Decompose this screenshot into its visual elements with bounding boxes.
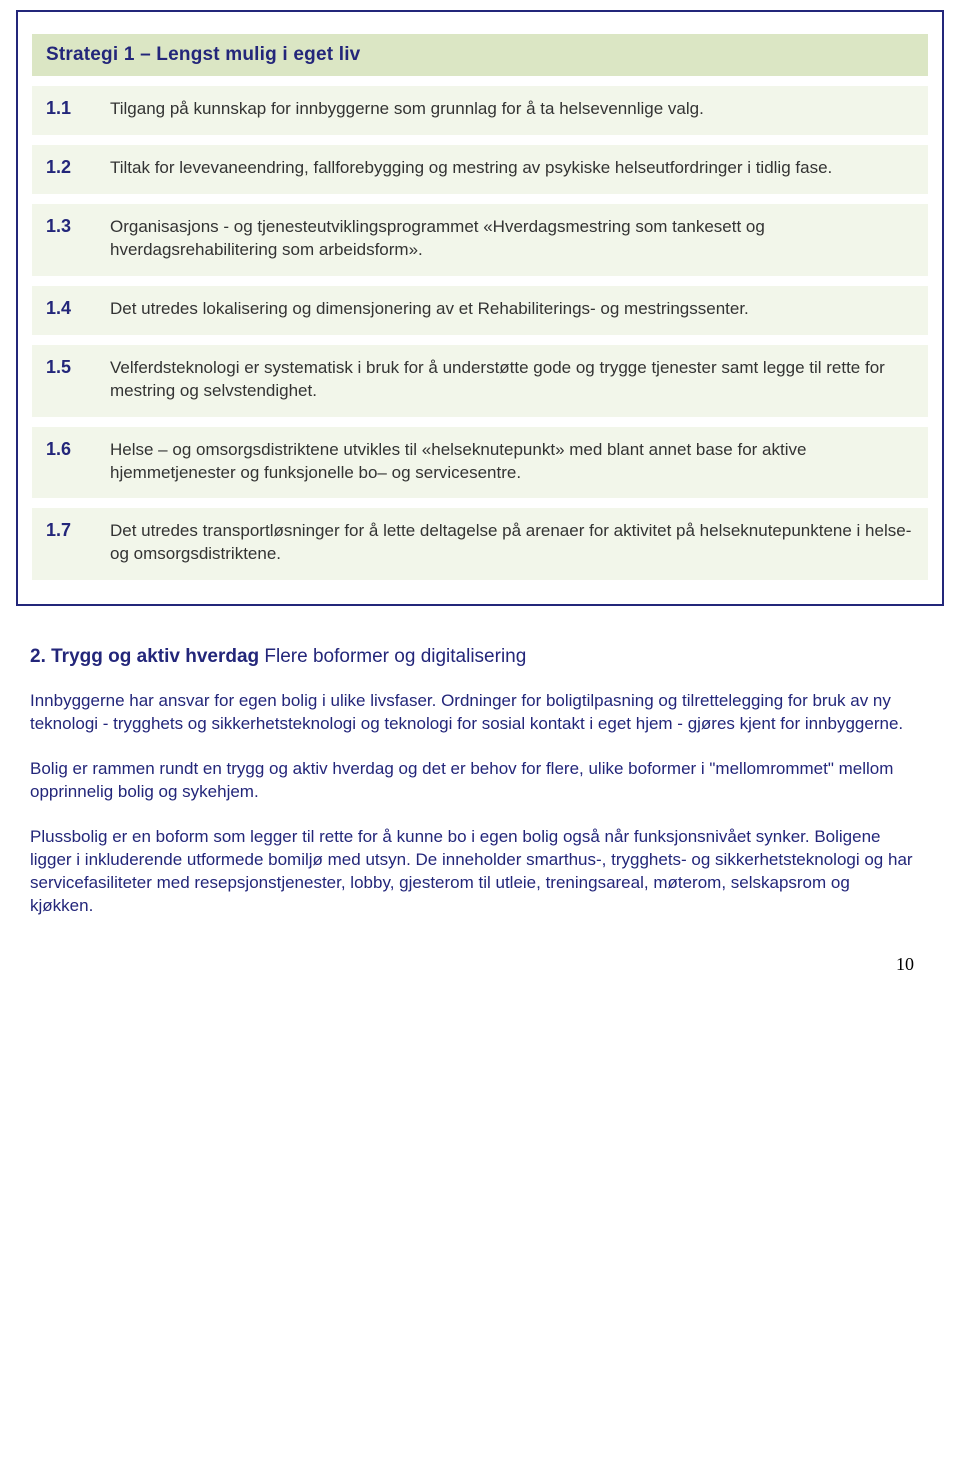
row-number: 1.5: [32, 345, 96, 417]
strategy-box: Strategi 1 – Lengst mulig i eget liv 1.1…: [16, 10, 944, 606]
row-number: 1.6: [32, 427, 96, 499]
table-row: 1.3 Organisasjons - og tjenesteutvikling…: [32, 204, 928, 276]
strategy-table: Strategi 1 – Lengst mulig i eget liv 1.1…: [32, 24, 928, 590]
row-text: Velferdsteknologi er systematisk i bruk …: [96, 345, 928, 417]
table-row: 1.6 Helse – og omsorgsdistriktene utvikl…: [32, 427, 928, 499]
table-row: 1.5 Velferdsteknologi er systematisk i b…: [32, 345, 928, 417]
body-paragraph: Bolig er rammen rundt en trygg og aktiv …: [30, 758, 916, 804]
body-paragraph: Innbyggerne har ansvar for egen bolig i …: [30, 690, 916, 736]
table-row: 1.4 Det utredes lokalisering og dimensjo…: [32, 286, 928, 335]
row-text: Tiltak for levevaneendring, fallforebygg…: [96, 145, 928, 194]
table-row: 1.7 Det utredes transportløsninger for å…: [32, 508, 928, 580]
row-number: 1.1: [32, 86, 96, 135]
row-number: 1.3: [32, 204, 96, 276]
page-number: 10: [0, 954, 914, 975]
section-title-bold: 2. Trygg og aktiv hverdag: [30, 646, 259, 667]
table-row: 1.1 Tilgang på kunnskap for innbyggerne …: [32, 86, 928, 135]
row-text: Det utredes transportløsninger for å let…: [96, 508, 928, 580]
table-row: 1.2 Tiltak for levevaneendring, fallfore…: [32, 145, 928, 194]
row-text: Helse – og omsorgsdistriktene utvikles t…: [96, 427, 928, 499]
row-text: Det utredes lokalisering og dimensjoneri…: [96, 286, 928, 335]
section-title-rest: Flere boformer og digitalisering: [259, 646, 526, 667]
row-number: 1.4: [32, 286, 96, 335]
body-paragraph: Plussbolig er en boform som legger til r…: [30, 826, 916, 918]
row-number: 1.2: [32, 145, 96, 194]
row-text: Organisasjons - og tjenesteutviklingspro…: [96, 204, 928, 276]
strategy-header-row: Strategi 1 – Lengst mulig i eget liv: [32, 34, 928, 76]
row-number: 1.7: [32, 508, 96, 580]
section-title: 2. Trygg og aktiv hverdag Flere boformer…: [30, 646, 916, 668]
section-2: 2. Trygg og aktiv hverdag Flere boformer…: [30, 646, 916, 918]
strategy-header-cell: Strategi 1 – Lengst mulig i eget liv: [32, 34, 928, 76]
row-text: Tilgang på kunnskap for innbyggerne som …: [96, 86, 928, 135]
